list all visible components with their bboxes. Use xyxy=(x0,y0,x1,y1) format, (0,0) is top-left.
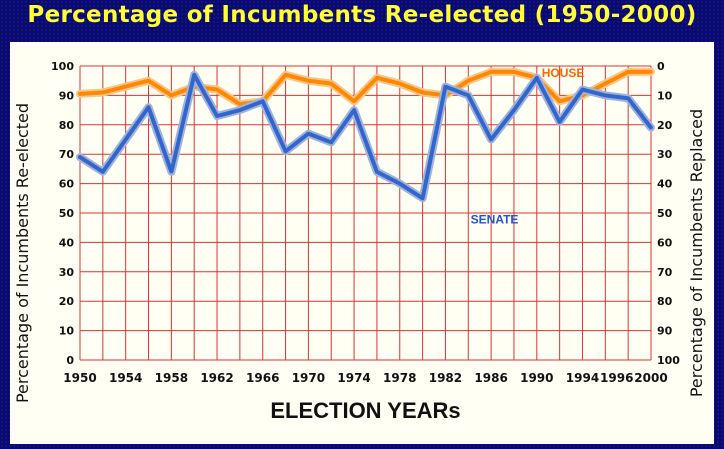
y-left-tick-label: 80 xyxy=(59,119,75,132)
y-right-axis-label: Percentage of Incumbents Replaced xyxy=(687,109,706,397)
y-right-tick-label: 10 xyxy=(657,89,673,102)
house-series-line xyxy=(78,69,653,107)
senate-data-point xyxy=(489,137,493,142)
house-data-point xyxy=(146,79,151,83)
senate-data-point xyxy=(512,108,516,112)
y-right-tick-label: 90 xyxy=(657,325,673,338)
y-left-tick-label: 90 xyxy=(59,89,75,102)
x-tick-label: 1970 xyxy=(292,371,325,385)
house-data-point xyxy=(558,99,562,103)
house-data-point xyxy=(489,70,493,74)
senate-data-point xyxy=(192,73,196,77)
house-data-point xyxy=(375,76,379,80)
house-data-point xyxy=(421,90,425,95)
y-right-tick-label: 100 xyxy=(657,354,680,367)
senate-data-point xyxy=(535,76,539,80)
y-right-tick-label: 40 xyxy=(657,178,673,191)
house-data-point xyxy=(283,73,288,77)
senate-data-point xyxy=(261,99,265,103)
house-data-point xyxy=(649,70,653,74)
senate-data-point xyxy=(169,170,173,174)
x-tick-label: 1986 xyxy=(474,371,507,385)
y-right-tick-label: 80 xyxy=(657,295,673,308)
x-tick-label: 1950 xyxy=(63,371,96,385)
senate-data-point xyxy=(375,170,379,174)
y-left-tick-label: 70 xyxy=(59,148,75,161)
senate-data-point xyxy=(603,93,607,97)
x-tick-label: 2000 xyxy=(634,371,667,385)
house-data-point xyxy=(101,90,105,95)
house-data-point xyxy=(329,82,333,86)
y-right-tick-label: 0 xyxy=(657,60,665,73)
x-tick-label: 1982 xyxy=(429,371,462,385)
senate-data-point xyxy=(215,114,219,118)
senate-data-point xyxy=(626,96,630,100)
y-right-tick-label: 60 xyxy=(657,236,673,249)
senate-data-point xyxy=(329,140,333,145)
y-left-tick-label: 0 xyxy=(66,354,74,367)
senate-data-point xyxy=(306,132,310,136)
house-data-point xyxy=(352,99,356,103)
y-left-tick-label: 20 xyxy=(59,295,75,308)
x-tick-label: 1966 xyxy=(246,371,279,385)
y-left-tick-label: 60 xyxy=(59,178,75,191)
house-data-point xyxy=(603,82,607,86)
y-right-tick-label: 30 xyxy=(657,148,673,161)
x-tick-label: 1996 xyxy=(600,371,633,385)
y-left-tick-label: 30 xyxy=(59,266,75,279)
y-right-tick-label: 20 xyxy=(657,119,673,132)
house-data-point xyxy=(398,82,402,86)
senate-data-point xyxy=(398,182,402,186)
y-right-tick-label: 70 xyxy=(657,266,673,279)
senate-series-label: SENATE xyxy=(471,212,519,226)
x-tick-label: 1990 xyxy=(520,371,553,385)
y-left-tick-label: 40 xyxy=(59,236,75,249)
y-left-tick-label: 50 xyxy=(59,207,75,220)
house-data-point xyxy=(466,79,470,83)
senate-data-point xyxy=(101,170,105,174)
chart-panel: 0 100 10 90 20 80 30 70 40 60 50 50 60 40 70 30 80 20 90 10… xyxy=(10,42,714,444)
house-data-point xyxy=(238,102,242,106)
house-data-point xyxy=(215,87,219,92)
house-data-point xyxy=(306,79,310,83)
y-left-tick-label: 10 xyxy=(59,325,75,338)
senate-data-point xyxy=(580,87,585,92)
senate-data-point xyxy=(146,105,151,109)
y-left-axis-label: Percentage of Incumbents Re-elected xyxy=(13,103,32,403)
x-axis-label: ELECTION YEARs xyxy=(270,398,460,423)
senate-data-point xyxy=(78,155,82,159)
house-data-point xyxy=(169,93,173,97)
y-right-tick-label: 50 xyxy=(657,207,673,220)
senate-data-point xyxy=(421,196,425,200)
senate-data-point xyxy=(558,120,562,124)
house-data-point xyxy=(626,70,630,74)
chart-title: Percentage of Incumbents Re-elected (195… xyxy=(27,2,697,28)
y-left-tick-label: 100 xyxy=(51,60,74,73)
senate-data-point xyxy=(443,84,448,89)
x-tick-label: 1994 xyxy=(566,371,599,385)
senate-data-point xyxy=(352,108,356,112)
x-tick-label: 1962 xyxy=(200,371,233,385)
senate-data-point xyxy=(283,149,288,153)
house-data-point xyxy=(124,84,128,89)
x-tick-label: 1958 xyxy=(155,371,188,385)
x-tick-label: 1978 xyxy=(383,371,416,385)
senate-data-point xyxy=(124,137,128,142)
senate-data-point xyxy=(649,126,653,130)
house-data-point xyxy=(78,92,82,96)
house-series-label: HOUSE xyxy=(542,66,585,80)
house-data-point xyxy=(512,70,516,74)
x-tick-label: 1974 xyxy=(337,371,370,385)
senate-series-line xyxy=(78,72,653,201)
x-tick-label: 1954 xyxy=(109,371,142,385)
senate-data-point xyxy=(466,93,470,97)
senate-data-point xyxy=(238,108,242,112)
